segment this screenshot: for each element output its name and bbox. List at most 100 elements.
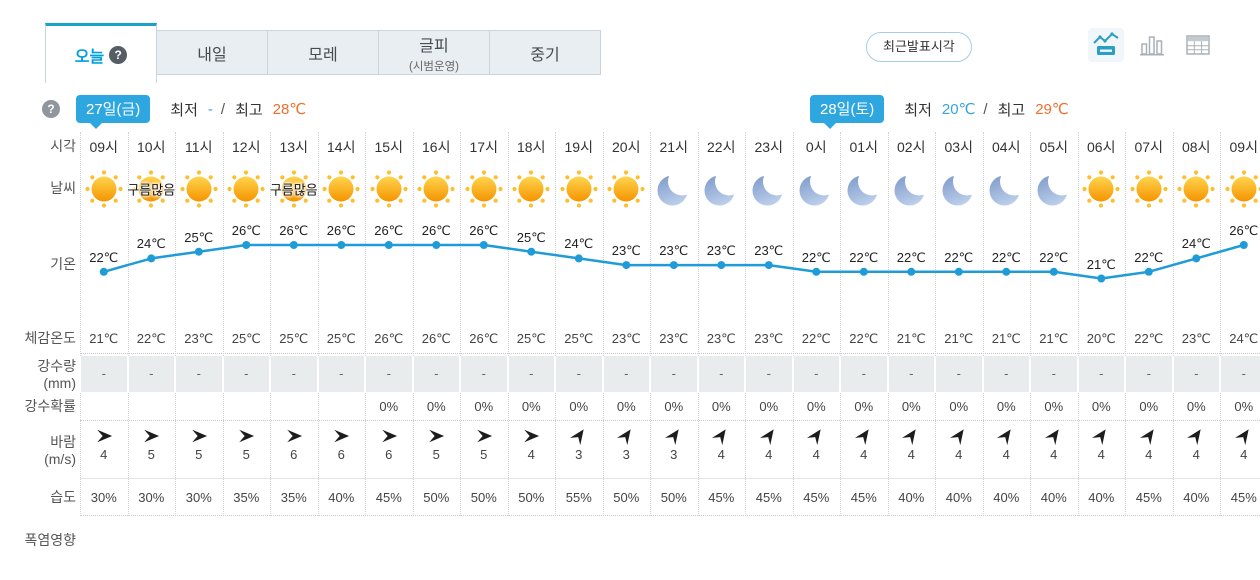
temperature-value: 24℃ xyxy=(1181,236,1211,252)
time-label: 22시 xyxy=(707,139,736,155)
wind-direction-icon xyxy=(1092,429,1106,445)
precip-probability-value: 0% xyxy=(664,399,684,414)
help-icon[interactable]: ? xyxy=(109,45,128,64)
feels-like-row: 21℃ 22℃ 23℃ 25℃ 25℃ 25℃ 26℃ 26℃ 26℃ 25℃ 25℃ 23℃ 23℃ 2… xyxy=(80,324,1260,354)
sun-icon xyxy=(560,170,598,208)
tab-today[interactable]: 오늘? xyxy=(45,23,157,83)
weather-cell: 구름많음 xyxy=(270,162,318,216)
precip-probability-value: 0% xyxy=(1044,399,1064,414)
tab-tomorrow[interactable]: 내일 xyxy=(156,30,268,75)
wind-direction-icon xyxy=(192,429,207,443)
precip-probability-value: 0% xyxy=(854,399,874,414)
wind-speed: 4 xyxy=(955,447,963,462)
column-gridline xyxy=(365,132,366,516)
precip-probability-value: 0% xyxy=(806,399,826,414)
time-label: 17시 xyxy=(469,139,498,155)
sun-icon xyxy=(465,170,503,208)
wind-direction-icon xyxy=(854,429,869,445)
time-label: 0시 xyxy=(805,139,827,155)
humidity-value: 45% xyxy=(1135,490,1162,505)
temperature-value: 23℃ xyxy=(611,243,641,259)
temperature-value: 22℃ xyxy=(1134,249,1164,265)
bar-chart-icon[interactable] xyxy=(1134,28,1170,62)
tab-three-days[interactable]: 글피 (시범운영) xyxy=(378,30,490,75)
precip-probability-value xyxy=(128,394,176,420)
column-gridline xyxy=(175,132,176,516)
wind-value: 5 xyxy=(413,424,461,478)
wind-direction-icon xyxy=(997,429,1011,445)
wind-speed: 4 xyxy=(765,447,773,462)
tab-today-label: 오늘 xyxy=(74,48,105,66)
feels-like-value: 20℃ xyxy=(1086,331,1116,346)
row-label-precip: 강수량 (mm) xyxy=(37,358,76,391)
wind-value: 4 xyxy=(888,424,936,478)
wind-value: 4 xyxy=(1220,424,1260,478)
wind-speed: 4 xyxy=(527,447,535,462)
precip-probability-value xyxy=(80,394,128,420)
precip-value: - xyxy=(603,356,651,392)
moon-icon xyxy=(942,175,973,206)
forecast-tabbar: 오늘? 내일 모레 글피 (시범운영) 중기 xyxy=(45,23,601,85)
sun-icon xyxy=(132,170,170,208)
wind-value: 6 xyxy=(365,424,413,478)
row-label-pop: 강수확률 xyxy=(24,398,76,414)
wind-value: 4 xyxy=(1125,424,1173,478)
humidity-value: 50% xyxy=(423,490,450,505)
divider xyxy=(80,353,1260,354)
feels-like-value: 22℃ xyxy=(1134,331,1164,346)
feels-like-value: 25℃ xyxy=(564,331,594,346)
help-icon[interactable]: ? xyxy=(42,100,60,118)
humidity-value: 40% xyxy=(993,490,1020,505)
table-view-icon[interactable] xyxy=(1180,28,1216,62)
recent-announcement-time-button[interactable]: 최근발표시각 xyxy=(866,32,972,62)
wind-speed: 4 xyxy=(717,447,725,462)
wind-value: 6 xyxy=(270,424,318,478)
time-label: 18시 xyxy=(517,139,546,155)
humidity-value: 50% xyxy=(613,490,640,505)
precip-probability-value xyxy=(223,394,271,420)
wind-direction-icon xyxy=(664,429,679,445)
precip-probability-value xyxy=(175,394,223,420)
temperature-value: 26℃ xyxy=(279,223,309,238)
wind-value: 4 xyxy=(935,424,983,478)
column-gridline xyxy=(412,132,414,516)
temperature-value: 24℃ xyxy=(136,236,166,252)
row-label-weather: 날씨 xyxy=(50,180,76,196)
wind-row: 4 5 5 5 6 6 6 5 5 4 3 3 3 4 4 4 4 4 4 4 4 4 4 4 4 xyxy=(80,424,1260,478)
humidity-value: 45% xyxy=(375,490,402,505)
tab-mid-term[interactable]: 중기 xyxy=(489,30,601,75)
line-chart-icon[interactable] xyxy=(1088,28,1124,62)
feels-like-value: 26℃ xyxy=(421,331,451,346)
sun-icon xyxy=(1082,170,1120,208)
humidity-value: 35% xyxy=(280,490,307,505)
day-header-friday: ? 27일(금) 최저 - / 최고 28℃ xyxy=(42,95,310,129)
wind-direction-icon xyxy=(429,429,445,443)
wind-speed: 4 xyxy=(1002,447,1010,462)
feels-like-value: 25℃ xyxy=(516,331,546,346)
humidity-value: 45% xyxy=(1230,490,1257,505)
row-label-heat-impact: 폭염영향 xyxy=(24,532,76,548)
time-label: 07시 xyxy=(1134,139,1163,155)
feels-like-value: 26℃ xyxy=(374,331,404,346)
precip-probability-value: 0% xyxy=(1139,399,1159,414)
weather-cell xyxy=(888,162,936,216)
weather-cell xyxy=(413,162,461,216)
precip-probability-value: 0% xyxy=(426,399,446,414)
weather-cell xyxy=(650,162,698,216)
wind-direction-icon xyxy=(382,429,397,443)
column-gridline xyxy=(650,132,651,516)
min-label: 최저 xyxy=(170,101,198,119)
feels-like-value: 23℃ xyxy=(754,331,784,346)
precip-value: - xyxy=(698,356,746,392)
temperature-value: 26℃ xyxy=(469,223,499,238)
wind-direction-icon xyxy=(949,429,964,445)
tab-day-after[interactable]: 모레 xyxy=(267,30,379,75)
precip-probability-value: 0% xyxy=(521,399,541,414)
precip-probability-value: 0% xyxy=(1234,399,1254,414)
wind-value: 4 xyxy=(983,424,1031,478)
wind-value: 3 xyxy=(650,424,698,478)
date-badge: 27일(금) xyxy=(76,95,151,129)
wind-speed: 5 xyxy=(480,447,488,462)
sun-icon xyxy=(1225,170,1260,208)
sun-icon xyxy=(370,170,408,208)
